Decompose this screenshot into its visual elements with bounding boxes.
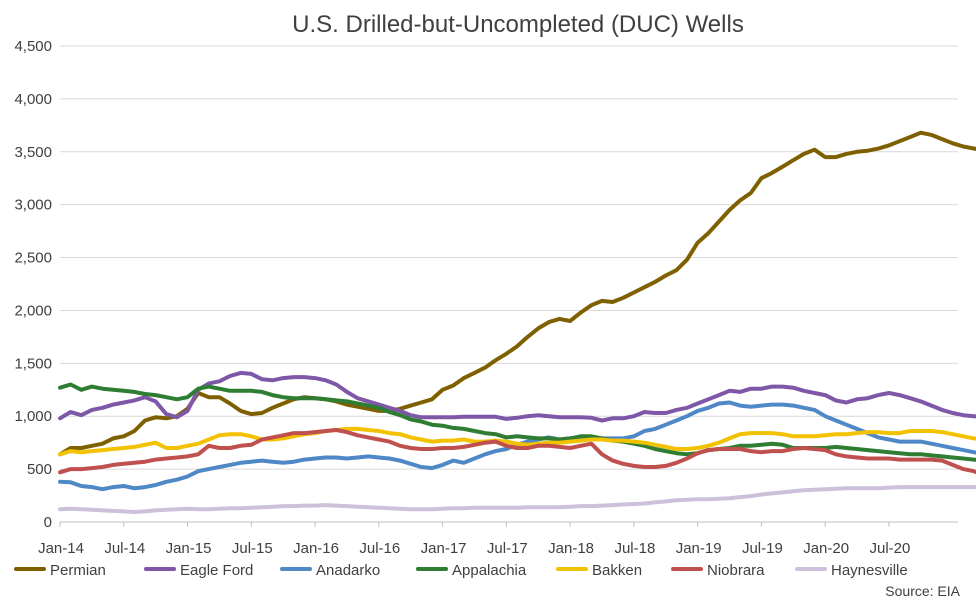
x-tick-label: Jan-14 — [38, 540, 84, 557]
x-tick-label: Jan-15 — [166, 540, 212, 557]
x-tick-label: Jan-16 — [293, 540, 339, 557]
y-tick-label: 2,000 — [14, 302, 52, 319]
x-tick-label: Jan-17 — [421, 540, 467, 557]
x-tick-label: Jul-18 — [614, 540, 655, 557]
y-axis-ticks: 0 500 1,000 1,500 2,000 2,500 3,000 3,500 4,000 4… — [14, 38, 52, 531]
y-tick-label: 500 — [27, 461, 52, 478]
x-tick-label: Jul-19 — [742, 540, 783, 557]
legend: Permian Eagle Ford Anadarko Appalachia Bakke… — [14, 562, 908, 579]
legend-label-haynesville: Haynesville — [831, 562, 908, 579]
series-lines — [58, 130, 976, 514]
series-line-haynesville — [58, 485, 976, 514]
legend-label-appalachia: Appalachia — [452, 562, 527, 579]
x-tick-label: Jul-15 — [232, 540, 273, 557]
x-tick-label: Jan-20 — [803, 540, 849, 557]
y-tick-label: 3,500 — [14, 144, 52, 161]
y-tick-label: 3,000 — [14, 197, 52, 214]
x-axis-ticks: Jan-14 Jul-14 Jan-15 Jul-15 Jan-16 Jul-16 Jan-… — [38, 522, 910, 557]
x-tick-label: Jul-14 — [104, 540, 145, 557]
legend-label-bakken: Bakken — [592, 562, 642, 579]
y-tick-label: 1,000 — [14, 408, 52, 425]
source-note: Source: EIA — [885, 583, 960, 599]
series-line-appalachia — [58, 382, 976, 462]
y-tick-label: 1,500 — [14, 355, 52, 372]
y-tick-label: 2,500 — [14, 250, 52, 267]
series-line-niobrara — [58, 428, 976, 475]
chart-title: U.S. Drilled-but-Uncompleted (DUC) Wells — [292, 11, 744, 38]
series-line-permian — [58, 130, 976, 457]
y-tick-label: 0 — [44, 514, 52, 531]
y-tick-label: 4,500 — [14, 38, 52, 55]
x-tick-label: Jan-18 — [548, 540, 594, 557]
series-line-eagle-ford — [58, 370, 976, 423]
legend-label-eagle-ford: Eagle Ford — [180, 562, 253, 579]
x-tick-label: Jul-20 — [869, 540, 910, 557]
series-line-bakken — [58, 426, 976, 457]
x-tick-label: Jul-17 — [487, 540, 528, 557]
legend-label-anadarko: Anadarko — [316, 562, 380, 579]
x-tick-label: Jan-19 — [676, 540, 722, 557]
legend-label-niobrara: Niobrara — [707, 562, 765, 579]
legend-label-permian: Permian — [50, 562, 106, 579]
y-tick-label: 4,000 — [14, 91, 52, 108]
x-tick-label: Jul-16 — [359, 540, 400, 557]
